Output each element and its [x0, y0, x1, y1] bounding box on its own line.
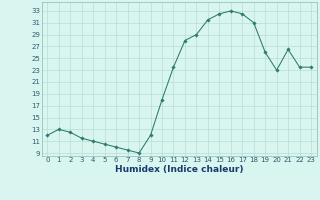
X-axis label: Humidex (Indice chaleur): Humidex (Indice chaleur) — [115, 165, 244, 174]
